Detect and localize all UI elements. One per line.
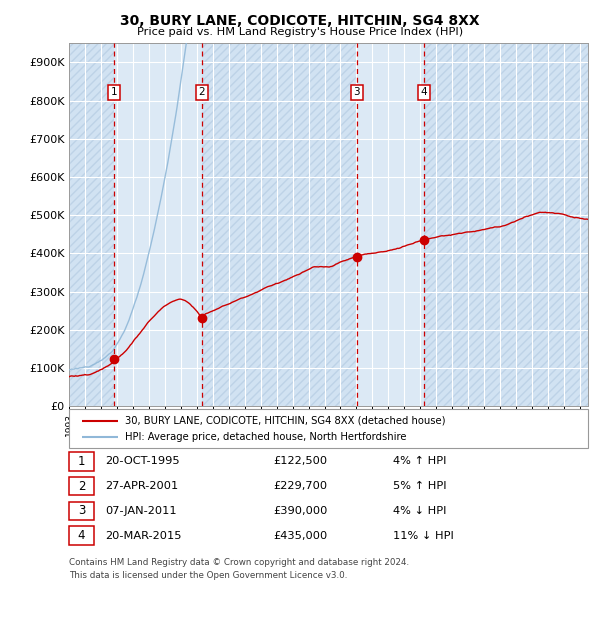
Text: £435,000: £435,000 xyxy=(273,531,327,541)
Text: 4: 4 xyxy=(421,87,427,97)
Text: 1: 1 xyxy=(110,87,117,97)
Text: 3: 3 xyxy=(353,87,360,97)
Text: 20-OCT-1995: 20-OCT-1995 xyxy=(105,456,179,466)
Text: Price paid vs. HM Land Registry's House Price Index (HPI): Price paid vs. HM Land Registry's House … xyxy=(137,27,463,37)
Text: 4% ↑ HPI: 4% ↑ HPI xyxy=(393,456,446,466)
Text: 30, BURY LANE, CODICOTE, HITCHIN, SG4 8XX: 30, BURY LANE, CODICOTE, HITCHIN, SG4 8X… xyxy=(120,14,480,28)
Text: £229,700: £229,700 xyxy=(273,481,327,491)
Bar xyxy=(424,43,588,406)
Text: 5% ↑ HPI: 5% ↑ HPI xyxy=(393,481,446,491)
Text: 07-JAN-2011: 07-JAN-2011 xyxy=(105,506,176,516)
Text: 4% ↓ HPI: 4% ↓ HPI xyxy=(393,506,446,516)
Text: HPI: Average price, detached house, North Hertfordshire: HPI: Average price, detached house, Nort… xyxy=(125,432,407,442)
Text: 3: 3 xyxy=(78,505,85,517)
Text: 11% ↓ HPI: 11% ↓ HPI xyxy=(393,531,454,541)
Text: 20-MAR-2015: 20-MAR-2015 xyxy=(105,531,182,541)
Bar xyxy=(202,43,357,406)
Text: 27-APR-2001: 27-APR-2001 xyxy=(105,481,178,491)
Bar xyxy=(202,43,357,406)
Bar xyxy=(69,43,114,406)
Text: 30, BURY LANE, CODICOTE, HITCHIN, SG4 8XX (detached house): 30, BURY LANE, CODICOTE, HITCHIN, SG4 8X… xyxy=(125,416,446,426)
Bar xyxy=(69,43,114,406)
Text: 4: 4 xyxy=(78,529,85,542)
Text: £122,500: £122,500 xyxy=(273,456,327,466)
Text: Contains HM Land Registry data © Crown copyright and database right 2024.
This d: Contains HM Land Registry data © Crown c… xyxy=(69,558,409,580)
Text: £390,000: £390,000 xyxy=(273,506,328,516)
Text: 2: 2 xyxy=(78,480,85,492)
Text: 2: 2 xyxy=(199,87,205,97)
Bar xyxy=(424,43,588,406)
Text: 1: 1 xyxy=(78,455,85,467)
